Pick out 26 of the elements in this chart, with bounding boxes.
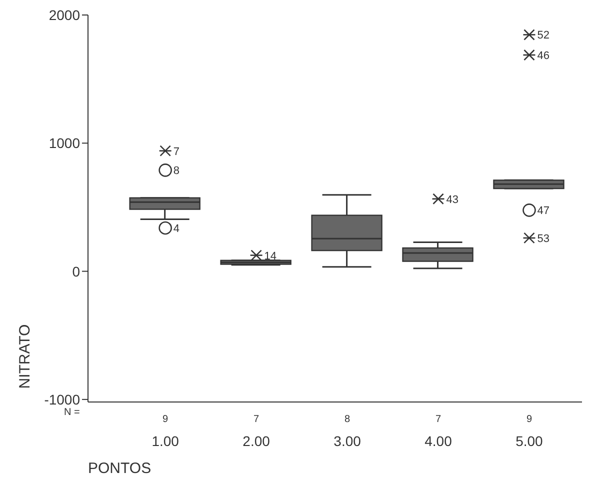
annotation: 7 xyxy=(173,146,180,158)
text: 9 xyxy=(526,414,532,425)
annotation: 43 xyxy=(446,194,459,206)
y-axis-title: NITRATO xyxy=(16,323,34,391)
text: 9 xyxy=(162,414,169,425)
annotation: 47 xyxy=(537,205,550,218)
text: 8 xyxy=(344,414,350,425)
x-tick-label: 3.00 xyxy=(334,433,362,449)
text: 7 xyxy=(254,414,260,425)
annotation: 8 xyxy=(173,165,180,178)
annotation: 53 xyxy=(537,232,550,245)
x-tick-label: 5.00 xyxy=(516,433,544,449)
y-tick-label: -1000 xyxy=(44,391,80,408)
x-tick-label: 2.00 xyxy=(242,433,270,449)
x-tick-label: 1.00 xyxy=(152,433,180,449)
x-axis-title: PONTOS xyxy=(88,460,152,477)
annotation: 46 xyxy=(537,50,550,62)
annotation: 52 xyxy=(537,30,550,42)
annotation: 14 xyxy=(264,250,277,262)
y-tick-label: 0 xyxy=(72,263,80,280)
y-tick-label: 1000 xyxy=(48,135,80,152)
x-tick-label: 4.00 xyxy=(424,433,452,449)
text: N = xyxy=(64,407,80,418)
y-tick-label: 2000 xyxy=(48,6,80,23)
text: 7 xyxy=(435,414,442,425)
annotation: 4 xyxy=(173,222,180,235)
